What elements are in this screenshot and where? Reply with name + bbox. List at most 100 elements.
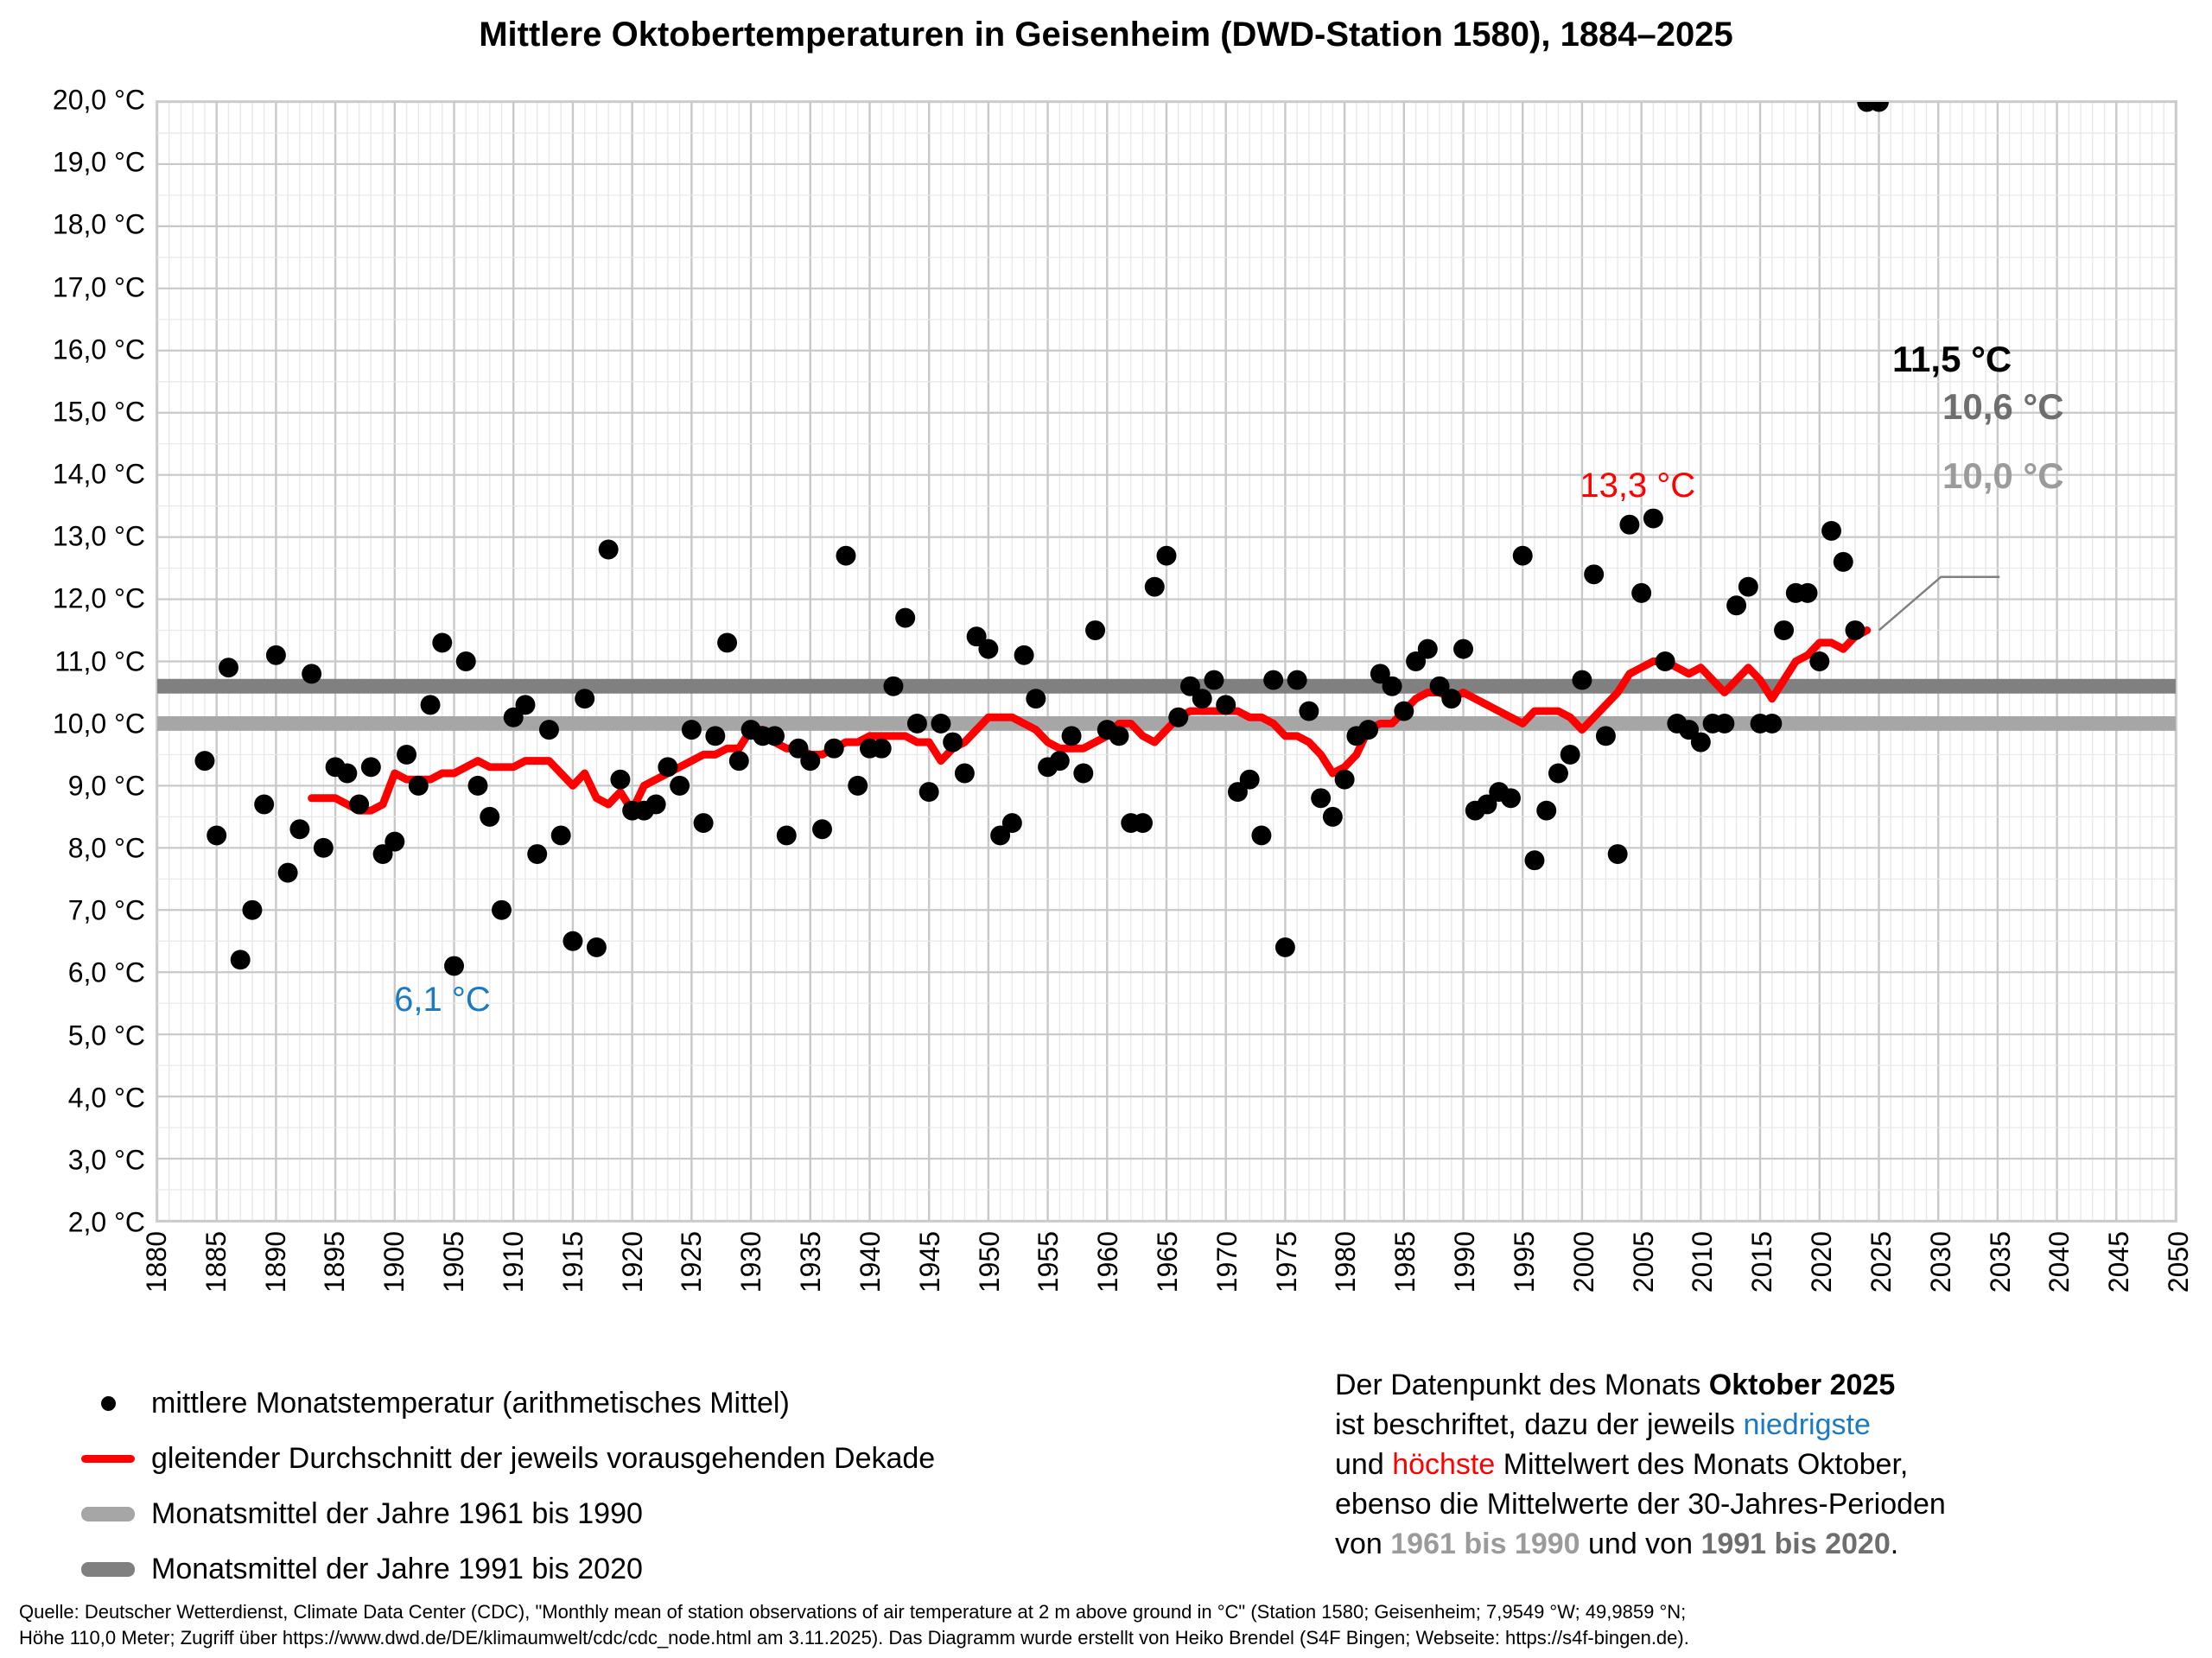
x-tick-label: 2030 xyxy=(1924,1231,1956,1293)
explanation-line-2: ist beschriftet, dazu der jeweils niedri… xyxy=(1335,1405,2199,1445)
explanation-period-1961-1990: 1961 bis 1990 xyxy=(1390,1528,1580,1560)
annotation-current-value: 11,5 °C xyxy=(1892,339,2012,379)
data-point xyxy=(1607,844,1628,864)
trend-line xyxy=(308,626,1872,815)
data-point xyxy=(1512,545,1533,566)
data-point xyxy=(1216,695,1236,715)
x-tick-label: 1960 xyxy=(1092,1231,1124,1293)
data-point xyxy=(1001,813,1022,834)
legend-label-trend: gleitender Durchschnitt der jeweils vora… xyxy=(151,1441,936,1475)
data-point xyxy=(207,825,227,846)
data-point xyxy=(1619,514,1640,535)
explanation-l5e: . xyxy=(1890,1528,1899,1560)
data-point xyxy=(1643,508,1663,529)
x-tick-label: 1980 xyxy=(1330,1231,1362,1293)
data-point xyxy=(1049,751,1070,772)
x-axis: 1880 1885 1890 1895 1900 1905 1910 1915 1920 1925… xyxy=(141,1231,2194,1361)
x-tick-label: 1975 xyxy=(1270,1231,1302,1293)
data-point xyxy=(1061,726,1082,746)
y-tick-label: 8,0 °C xyxy=(67,832,145,864)
x-tick-label: 1945 xyxy=(913,1231,945,1293)
data-point xyxy=(1180,676,1200,696)
data-point xyxy=(1714,713,1735,734)
data-point xyxy=(337,763,358,784)
x-tick-label: 1940 xyxy=(854,1231,886,1293)
y-tick-label: 16,0 °C xyxy=(52,334,145,365)
data-point xyxy=(1738,576,1758,597)
x-tick-label: 1950 xyxy=(973,1231,1005,1293)
explanation-line-5: von 1961 bis 1990 und von 1991 bis 2020. xyxy=(1335,1524,2199,1564)
x-tick-label: 1955 xyxy=(1033,1231,1065,1293)
explanation-l5a: von xyxy=(1335,1528,1391,1560)
data-point xyxy=(230,950,251,970)
data-point xyxy=(1144,576,1165,597)
data-point xyxy=(1679,720,1700,740)
x-tick-label: 1895 xyxy=(319,1231,351,1293)
y-tick-label: 10,0 °C xyxy=(52,708,145,740)
data-point xyxy=(492,899,512,920)
legend-item-points: mittlere Monatstemperatur (arithmetische… xyxy=(65,1375,1274,1431)
data-point xyxy=(527,844,548,864)
y-tick-label: 2,0 °C xyxy=(67,1206,145,1238)
data-point xyxy=(1417,638,1438,659)
legend-item-trend: gleitender Durchschnitt der jeweils vora… xyxy=(65,1431,1274,1486)
data-point xyxy=(1441,689,1462,709)
x-tick-label: 1970 xyxy=(1211,1231,1243,1293)
data-point xyxy=(717,632,738,653)
data-point xyxy=(978,638,999,659)
data-point xyxy=(1524,850,1545,871)
data-point xyxy=(1595,726,1616,746)
data-point xyxy=(503,707,524,727)
x-tick-label: 2040 xyxy=(2044,1231,2075,1293)
data-point xyxy=(1204,670,1224,690)
data-point xyxy=(1263,670,1284,690)
data-point xyxy=(1274,937,1295,957)
data-point xyxy=(918,782,939,803)
x-tick-label: 2050 xyxy=(2163,1231,2194,1293)
y-tick-label: 3,0 °C xyxy=(67,1144,145,1176)
data-point xyxy=(990,825,1011,846)
data-point xyxy=(218,657,238,678)
x-tick-label: 2025 xyxy=(1865,1231,1897,1293)
data-point xyxy=(800,751,821,772)
data-point xyxy=(313,837,334,858)
data-point xyxy=(1655,651,1675,671)
data-point xyxy=(1631,582,1652,603)
red-line-icon xyxy=(65,1454,151,1463)
data-point xyxy=(1014,645,1034,665)
data-point xyxy=(372,844,393,864)
data-point xyxy=(788,738,809,759)
y-tick-label: 14,0 °C xyxy=(52,458,145,490)
data-point xyxy=(1453,638,1474,659)
data-point xyxy=(432,632,453,653)
data-point xyxy=(1477,794,1497,815)
legend: mittlere Monatstemperatur (arithmetische… xyxy=(65,1375,1274,1597)
explanation-lowest-word: niedrigste xyxy=(1743,1408,1871,1441)
page-title: Mittlere Oktobertemperaturen in Geisenhe… xyxy=(479,16,1733,54)
data-point xyxy=(1845,620,1866,640)
data-point xyxy=(966,626,987,647)
data-point xyxy=(385,831,405,852)
data-point xyxy=(420,695,441,715)
data-point xyxy=(1370,664,1390,684)
y-tick-label: 5,0 °C xyxy=(67,1020,145,1051)
data-point xyxy=(610,769,631,790)
data-point xyxy=(277,862,298,883)
data-point xyxy=(360,757,381,778)
data-point xyxy=(1073,763,1094,784)
x-tick-label: 1910 xyxy=(497,1231,529,1293)
annotation-mean-1991-2020: 10,6 °C xyxy=(1942,386,2064,427)
x-tick-label: 1900 xyxy=(378,1231,410,1293)
source-line-2: Höhe 110,0 Meter; Zugriff über https://w… xyxy=(19,1627,1689,1648)
data-point xyxy=(836,545,856,566)
x-tick-label: 1890 xyxy=(259,1231,291,1293)
data-point xyxy=(812,819,832,840)
explanation-l3a: und xyxy=(1335,1448,1393,1481)
data-point xyxy=(242,899,263,920)
x-tick-label: 1985 xyxy=(1389,1231,1421,1293)
y-tick-label: 18,0 °C xyxy=(52,208,145,240)
data-point xyxy=(538,720,559,740)
explanation-l2a: ist beschriftet, dazu der jeweils xyxy=(1335,1408,1744,1441)
data-point xyxy=(728,751,749,772)
y-tick-label: 17,0 °C xyxy=(52,271,145,302)
